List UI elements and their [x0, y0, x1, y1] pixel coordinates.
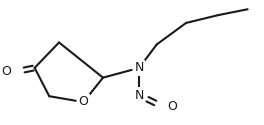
- Text: N: N: [134, 89, 144, 102]
- Text: O: O: [1, 65, 11, 78]
- Text: N: N: [134, 61, 144, 74]
- Text: O: O: [168, 100, 177, 114]
- Text: O: O: [78, 95, 88, 108]
